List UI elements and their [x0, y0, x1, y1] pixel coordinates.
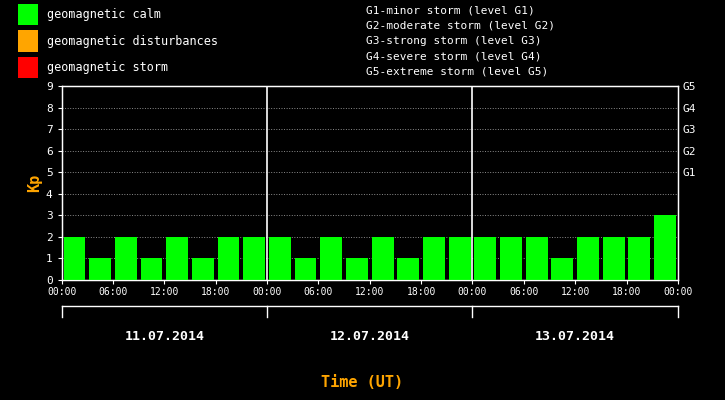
Text: G1-minor storm (level G1): G1-minor storm (level G1) — [366, 6, 535, 16]
Bar — [115, 237, 137, 280]
FancyBboxPatch shape — [18, 56, 38, 78]
Text: G5-extreme storm (level G5): G5-extreme storm (level G5) — [366, 66, 548, 76]
Bar — [89, 258, 111, 280]
Bar — [269, 237, 291, 280]
Bar — [141, 258, 162, 280]
Bar — [449, 237, 471, 280]
Text: G2-moderate storm (level G2): G2-moderate storm (level G2) — [366, 21, 555, 31]
Bar — [474, 237, 496, 280]
FancyBboxPatch shape — [18, 4, 38, 26]
Text: G3-strong storm (level G3): G3-strong storm (level G3) — [366, 36, 542, 46]
Bar — [423, 237, 445, 280]
Text: geomagnetic disturbances: geomagnetic disturbances — [47, 34, 218, 48]
Bar — [64, 237, 86, 280]
Bar — [244, 237, 265, 280]
Bar — [526, 237, 547, 280]
Bar — [577, 237, 599, 280]
Bar — [320, 237, 342, 280]
Bar — [372, 237, 394, 280]
Bar — [602, 237, 625, 280]
Text: 13.07.2014: 13.07.2014 — [535, 330, 616, 343]
Bar — [654, 215, 676, 280]
Bar — [218, 237, 239, 280]
Text: Time (UT): Time (UT) — [321, 375, 404, 390]
Bar — [629, 237, 650, 280]
Bar — [397, 258, 419, 280]
Bar — [192, 258, 214, 280]
FancyBboxPatch shape — [18, 30, 38, 52]
Bar — [552, 258, 573, 280]
Bar — [500, 237, 522, 280]
Text: 11.07.2014: 11.07.2014 — [124, 330, 204, 343]
Bar — [166, 237, 188, 280]
Bar — [294, 258, 317, 280]
Text: 12.07.2014: 12.07.2014 — [330, 330, 410, 343]
Text: geomagnetic calm: geomagnetic calm — [47, 8, 161, 21]
Text: geomagnetic storm: geomagnetic storm — [47, 61, 168, 74]
Y-axis label: Kp: Kp — [27, 174, 41, 192]
Bar — [346, 258, 368, 280]
Text: G4-severe storm (level G4): G4-severe storm (level G4) — [366, 51, 542, 61]
